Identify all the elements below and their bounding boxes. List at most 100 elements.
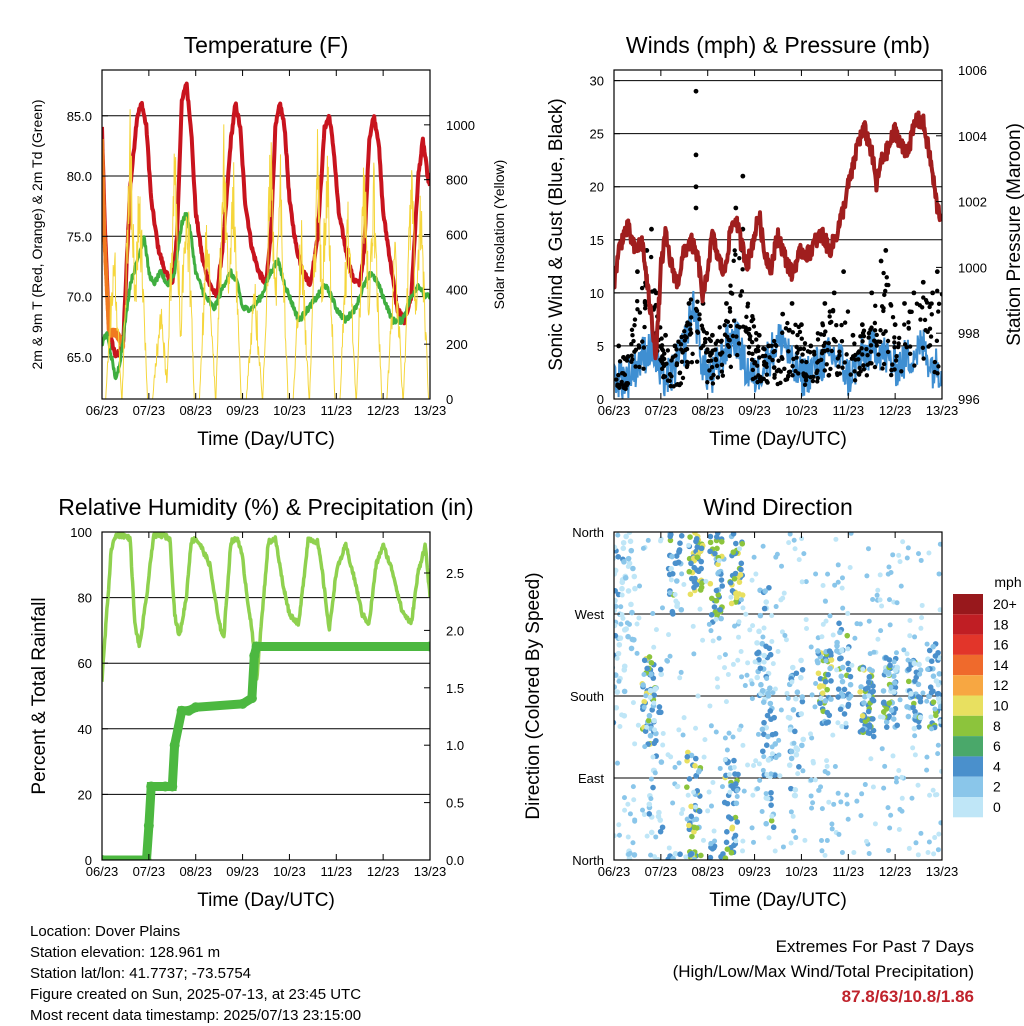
direction-point: [770, 824, 777, 831]
gust-point: [684, 364, 690, 370]
gust-point: [723, 318, 729, 324]
direction-point: [831, 801, 837, 807]
direction-point: [769, 813, 775, 819]
direction-point: [614, 684, 618, 690]
direction-point: [648, 659, 655, 666]
gust-point: [921, 356, 926, 361]
direction-point: [844, 632, 851, 639]
direction-point: [698, 558, 705, 565]
direction-point: [656, 704, 663, 710]
direction-point: [645, 537, 651, 543]
gust-point: [736, 341, 742, 346]
direction-point: [847, 681, 854, 688]
y-axis-title-right: Station Pressure (Maroon): [1004, 123, 1024, 346]
direction-point: [796, 557, 802, 563]
gust-point: [706, 336, 712, 342]
gust-point: [839, 322, 844, 328]
direction-point: [618, 604, 624, 610]
gust-point: [804, 373, 809, 379]
direction-point: [760, 748, 766, 755]
direction-point: [870, 716, 876, 722]
direction-point: [812, 777, 818, 783]
direction-point: [707, 539, 714, 546]
gust-point: [844, 352, 849, 357]
direction-point: [917, 667, 924, 673]
gust-point: [707, 368, 712, 373]
direction-point: [648, 796, 654, 802]
direction-point: [792, 546, 798, 552]
gust-point: [860, 352, 865, 357]
gust-point: [924, 300, 930, 305]
gust-point: [868, 343, 874, 348]
direction-point: [935, 847, 941, 853]
direction-point: [707, 703, 713, 709]
direction-point: [653, 834, 659, 840]
direction-point: [852, 635, 858, 641]
direction-point: [658, 709, 664, 716]
direction-point: [684, 754, 691, 760]
gust-point: [795, 332, 800, 338]
direction-point: [760, 699, 767, 705]
gust-point: [730, 333, 736, 339]
y-tick-label: 20: [590, 180, 604, 195]
direction-point: [714, 545, 720, 552]
direction-point: [718, 615, 724, 622]
gust-point: [810, 378, 816, 384]
gust-point: [907, 351, 913, 357]
direction-point: [688, 813, 695, 820]
direction-point: [646, 801, 653, 808]
direction-point: [813, 680, 819, 686]
direction-point: [616, 822, 622, 828]
temp_9m-line: [102, 139, 126, 350]
direction-point: [698, 545, 705, 552]
direction-point: [901, 647, 907, 653]
direction-point: [619, 579, 626, 586]
direction-point: [658, 538, 664, 544]
direction-point: [715, 684, 721, 690]
direction-point: [761, 605, 768, 612]
direction-point: [887, 825, 893, 831]
gust-point: [728, 290, 734, 295]
direction-point: [837, 706, 844, 713]
direction-point: [784, 690, 790, 696]
direction-point: [773, 604, 779, 610]
chart-title: Relative Humidity (%) & Precipitation (i…: [58, 494, 473, 520]
direction-point: [823, 658, 829, 664]
direction-point: [926, 647, 933, 654]
direction-point: [935, 742, 941, 748]
direction-point: [722, 855, 729, 860]
direction-point: [651, 644, 657, 650]
direction-point: [828, 696, 834, 702]
gust-point: [621, 385, 626, 391]
direction-point: [724, 829, 730, 835]
gust-point: [771, 365, 777, 370]
gust-point: [892, 340, 897, 345]
direction-point: [732, 771, 738, 777]
x-tick-label: 08/23: [179, 403, 212, 418]
direction-point: [787, 532, 793, 537]
gust-point: [922, 317, 928, 323]
gust-point: [892, 345, 897, 350]
direction-point: [859, 713, 866, 719]
gust-point: [722, 323, 727, 328]
direction-point: [631, 573, 638, 580]
direction-point: [694, 554, 701, 561]
direction-point: [830, 732, 836, 738]
direction-point: [887, 622, 893, 628]
direction-point: [788, 748, 795, 755]
direction-point: [617, 723, 623, 729]
gust-point: [798, 346, 803, 352]
gust-point: [907, 344, 913, 349]
direction-point: [668, 565, 674, 572]
direction-point: [650, 784, 656, 791]
gust-point: [796, 324, 801, 330]
direction-point: [930, 787, 936, 793]
direction-point: [620, 545, 627, 552]
gust-point: [856, 350, 861, 355]
gust-point: [710, 381, 716, 386]
direction-point: [839, 664, 846, 671]
direction-point: [900, 539, 906, 545]
gust-point: [787, 327, 792, 333]
direction-point: [678, 606, 685, 613]
x-tick-label: 06/23: [86, 864, 119, 879]
